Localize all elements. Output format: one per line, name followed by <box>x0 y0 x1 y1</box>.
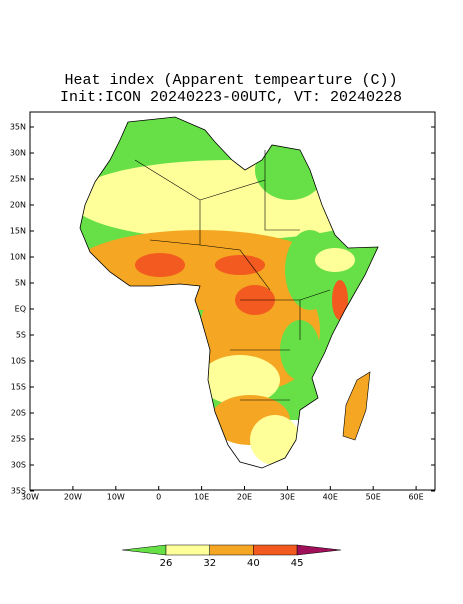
colorbar-segment <box>296 544 341 556</box>
lon-label: 10E <box>194 493 209 502</box>
lon-label: 60E <box>408 493 423 502</box>
lat-label: 5N <box>15 279 26 288</box>
lat-label: 20N <box>10 201 26 210</box>
borders <box>134 150 331 401</box>
lon-label: 30E <box>280 493 295 502</box>
colorbar: 26 32 40 45 <box>122 544 341 569</box>
colorbar-segment <box>165 544 210 556</box>
lon-label: 30W <box>21 493 39 502</box>
lat-label: 10N <box>10 253 26 262</box>
heat-region <box>250 415 300 465</box>
lat-label: 25N <box>10 175 26 184</box>
madagascar <box>342 371 371 441</box>
heat-region <box>215 255 265 275</box>
colorbar-segment <box>253 544 298 556</box>
lon-label: 50E <box>366 493 381 502</box>
heat-region <box>280 320 320 380</box>
lon-label: 40E <box>323 493 338 502</box>
lat-label: 30S <box>11 461 26 470</box>
heat-region <box>135 253 185 277</box>
lat-label: 25S <box>11 435 26 444</box>
lat-label: 5S <box>16 331 26 340</box>
title: Heat index (Apparent tempearture (C)) <box>64 72 397 89</box>
lon-label: 20E <box>237 493 252 502</box>
lon-label: 10W <box>107 493 125 502</box>
heat-region <box>332 280 348 320</box>
colorbar-segment <box>209 544 254 556</box>
lat-label: 15N <box>10 227 26 236</box>
coastline <box>79 116 379 469</box>
lat-label: 35S <box>11 487 26 496</box>
colorbar-label: 26 <box>160 558 173 569</box>
colorbar-label: 40 <box>247 558 260 569</box>
lat-label: 20S <box>11 409 26 418</box>
lat-label: EQ <box>15 305 26 314</box>
heat-region <box>285 230 335 310</box>
colorbar-label: 32 <box>203 558 216 569</box>
lat-label: 10S <box>11 357 26 366</box>
lat-label: 35N <box>10 123 26 132</box>
lon-label: 20W <box>64 493 82 502</box>
subtitle: Init:ICON 20240223-00UTC, VT: 20240228 <box>60 89 402 106</box>
lat-label: 30N <box>10 149 26 158</box>
lat-label: 15S <box>11 383 26 392</box>
heat-region <box>200 355 280 405</box>
colorbar-segment <box>122 544 167 556</box>
heat-region <box>315 248 355 272</box>
lon-label: 0 <box>156 493 161 502</box>
colorbar-label: 45 <box>291 558 304 569</box>
